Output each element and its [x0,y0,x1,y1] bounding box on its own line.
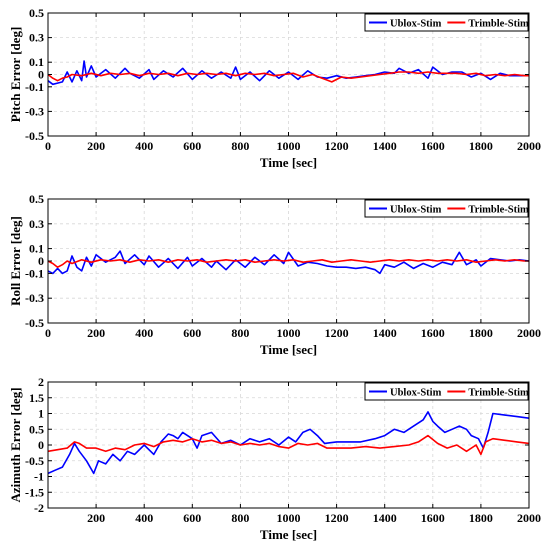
x-tick-label: 2000 [517,511,541,525]
x-tick-label: 2000 [517,326,541,340]
x-axis-label: Time [sec] [260,155,317,170]
y-tick-label: -0.5 [25,454,44,468]
x-tick-label: 200 [87,326,105,340]
y-tick-label: 0 [38,438,44,452]
x-tick-label: 1200 [325,326,349,340]
series-line-trimble-stim [47,434,530,456]
y-tick-label: -1 [34,470,44,484]
x-tick-label: 0 [45,326,51,340]
x-tick-label: 600 [183,511,201,525]
y-tick-label: 2 [38,375,44,389]
y-tick-label: 0.3 [29,217,44,231]
y-tick-label: -2 [34,501,44,515]
series-line-ublox-stim [47,60,529,86]
x-tick-label: 1400 [373,326,397,340]
legend-label: Ublox-Stim [390,388,442,399]
x-tick-label: 1200 [325,139,349,153]
x-tick-label: 1400 [373,139,397,153]
x-tick-label: 1000 [277,326,301,340]
y-tick-label: 0.3 [29,31,44,45]
chart-panel-3: 200 400 600 800 1000 1200 1400 1600 1800 2000 -2 -1… [8,375,541,542]
x-axis-label: Time [sec] [260,342,317,357]
y-tick-label: 0.5 [29,6,44,20]
y-axis-label: Azimuth Error [deg] [8,387,23,502]
y-tick-label: 0.5 [29,422,44,436]
legend-label: Ublox-Stim [390,205,442,216]
y-tick-label: -0.3 [25,291,44,305]
legend-box [364,13,529,32]
y-tick-label: -0.1 [25,266,44,280]
y-tick-label: -0.3 [25,104,44,118]
x-tick-label: 1200 [325,511,349,525]
x-tick-label: 1000 [277,511,301,525]
x-tick-label: 600 [183,326,201,340]
x-tick-label: 600 [183,139,201,153]
y-axis-label: Pitch Error [deg] [8,27,23,123]
y-tick-label: -0.1 [25,80,44,94]
x-tick-label: 800 [231,139,249,153]
y-tick-label: -1.5 [25,485,44,499]
y-tick-label: -0.5 [25,129,44,143]
legend-label: Trimble-Stim [468,388,529,399]
y-tick-label: 1.5 [29,391,44,405]
legend-label: Trimble-Stim [468,205,529,216]
chart-panel-2: 0 200 400 600 800 1000 1200 1400 1600 1800 2000 -0.… [8,192,541,357]
x-tick-label: 400 [135,326,153,340]
x-tick-label: 200 [87,511,105,525]
legend: Ublox-Stim Trimble-Stim [364,382,529,401]
x-tick-label: 1800 [469,511,493,525]
y-axis-label: Roll Error [deg] [8,216,23,306]
y-tick-label: 0.5 [29,192,44,206]
x-tick-label: 1600 [421,139,445,153]
y-tick-label: 0.1 [29,55,44,69]
series-line-ublox-stim [47,411,530,475]
y-tick-label: 0 [38,68,44,82]
x-tick-label: 1400 [373,511,397,525]
y-tick-label: 0 [38,254,44,268]
y-tick-label: 0.1 [29,242,44,256]
x-tick-label: 200 [87,139,105,153]
x-axis-label: Time [sec] [260,527,317,542]
x-tick-label: 800 [231,326,249,340]
x-tick-label: 1600 [421,326,445,340]
x-tick-label: 1800 [469,139,493,153]
legend-label: Ublox-Stim [390,19,442,30]
series-line-ublox-stim [47,250,530,275]
series-line-trimble-stim [47,258,529,269]
legend: Ublox-Stim Trimble-Stim [364,199,529,218]
x-tick-label: 800 [231,511,249,525]
y-tick-label: 1 [38,407,44,421]
x-tick-label: 1600 [421,511,445,525]
x-tick-label: 1800 [469,326,493,340]
legend-box [364,382,529,401]
y-tick-label: -0.5 [25,316,44,330]
x-tick-label: 2000 [517,139,541,153]
x-tick-label: 0 [45,139,51,153]
series-line-trimble-stim [47,71,529,83]
legend-box [364,199,529,218]
legend: Ublox-Stim Trimble-Stim [364,13,529,32]
x-tick-label: 400 [135,139,153,153]
chart-panel-1: 0 200 400 600 800 1000 1200 1400 1600 1800 2000 -0.… [8,6,541,170]
x-tick-label: 400 [135,511,153,525]
x-tick-label: 1000 [277,139,301,153]
legend-label: Trimble-Stim [468,19,529,30]
